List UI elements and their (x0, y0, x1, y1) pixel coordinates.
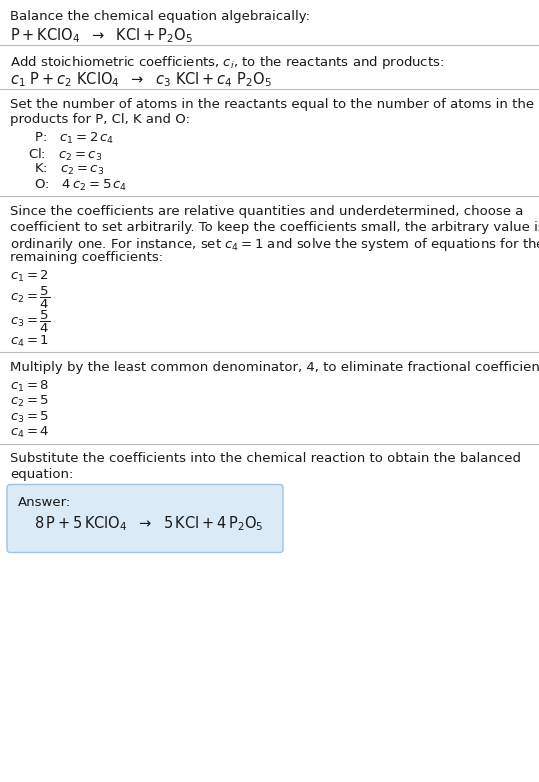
Text: ordinarily one. For instance, set $c_4 = 1$ and solve the system of equations fo: ordinarily one. For instance, set $c_4 =… (10, 236, 539, 253)
Text: $c_4 = 4$: $c_4 = 4$ (10, 425, 50, 440)
Text: $c_2 = \dfrac{5}{4}$: $c_2 = \dfrac{5}{4}$ (10, 285, 50, 310)
Text: $\mathregular{P + KClO_4}$  $\rightarrow$  $\mathregular{KCl + P_2O_5}$: $\mathregular{P + KClO_4}$ $\rightarrow$… (10, 27, 193, 45)
Text: coefficient to set arbitrarily. To keep the coefficients small, the arbitrary va: coefficient to set arbitrarily. To keep … (10, 221, 539, 234)
Text: Since the coefficients are relative quantities and underdetermined, choose a: Since the coefficients are relative quan… (10, 205, 523, 218)
Text: products for P, Cl, K and O:: products for P, Cl, K and O: (10, 113, 190, 127)
Text: Answer:: Answer: (18, 496, 71, 508)
Text: $c_3 = 5$: $c_3 = 5$ (10, 410, 49, 425)
Text: O:   $4\,c_2 = 5\,c_4$: O: $4\,c_2 = 5\,c_4$ (30, 178, 127, 192)
Text: K:   $c_2 = c_3$: K: $c_2 = c_3$ (30, 162, 104, 177)
Text: Set the number of atoms in the reactants equal to the number of atoms in the: Set the number of atoms in the reactants… (10, 98, 534, 111)
Text: remaining coefficients:: remaining coefficients: (10, 252, 163, 264)
Text: Cl:   $c_2 = c_3$: Cl: $c_2 = c_3$ (28, 146, 102, 163)
Text: $\mathregular{8\,P + 5\,KClO_4}$  $\rightarrow$  $\mathregular{5\,KCl + 4\,P_2O_: $\mathregular{8\,P + 5\,KClO_4}$ $\right… (34, 514, 264, 533)
Text: $c_1 = 2$: $c_1 = 2$ (10, 269, 49, 284)
Text: $c_4 = 1$: $c_4 = 1$ (10, 333, 49, 349)
Text: $c_3 = \dfrac{5}{4}$: $c_3 = \dfrac{5}{4}$ (10, 309, 50, 335)
Text: Substitute the coefficients into the chemical reaction to obtain the balanced: Substitute the coefficients into the che… (10, 453, 521, 465)
Text: Multiply by the least common denominator, 4, to eliminate fractional coefficient: Multiply by the least common denominator… (10, 361, 539, 374)
Text: $c_1\ \mathregular{P} + c_2\ \mathregular{KClO_4}$  $\rightarrow$  $c_3\ \mathre: $c_1\ \mathregular{P} + c_2\ \mathregula… (10, 70, 272, 89)
Text: equation:: equation: (10, 468, 73, 481)
Text: Add stoichiometric coefficients, $c_i$, to the reactants and products:: Add stoichiometric coefficients, $c_i$, … (10, 54, 444, 71)
Text: Balance the chemical equation algebraically:: Balance the chemical equation algebraica… (10, 10, 310, 23)
Text: $c_1 = 8$: $c_1 = 8$ (10, 378, 49, 393)
Text: P:   $c_1 = 2\,c_4$: P: $c_1 = 2\,c_4$ (30, 131, 114, 146)
FancyBboxPatch shape (7, 485, 283, 553)
Text: $c_2 = 5$: $c_2 = 5$ (10, 394, 49, 409)
